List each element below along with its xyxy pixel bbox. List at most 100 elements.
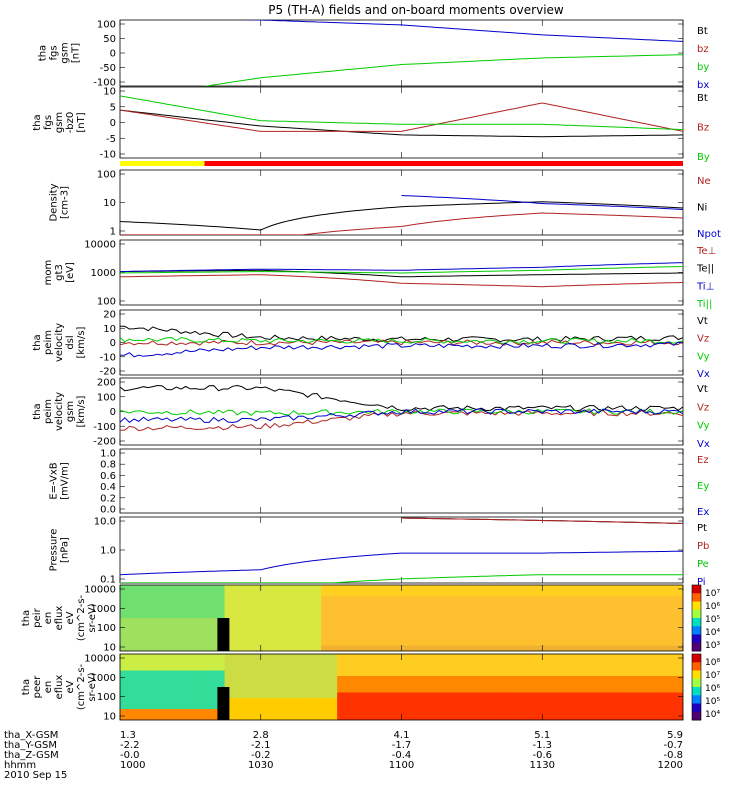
y-axis-label: tha	[21, 679, 32, 695]
legend-label: Te||	[696, 264, 714, 275]
y-axis-label: Pressure	[49, 529, 60, 572]
y-axis-label: [eV]	[65, 262, 76, 283]
y-tick-label: 100	[97, 170, 116, 181]
series-line	[120, 339, 683, 346]
colorbar-tick-label: 10⁴	[705, 628, 720, 638]
y-tick-label: 100	[97, 20, 116, 31]
colorbar: 10⁸ 10⁷ 10⁶ 10⁵ 10⁴	[691, 653, 720, 721]
panel-frame	[119, 19, 684, 87]
legend-label: Vz	[697, 334, 709, 345]
ephemeris-value: 5.1	[534, 730, 550, 741]
legend-label: Ex	[697, 507, 709, 518]
y-axis-label: eV	[65, 611, 76, 624]
ephemeris-row-label: tha_X-GSM	[4, 730, 58, 741]
ephemeris-value: 2.8	[253, 730, 269, 741]
panel-4: 10000 1000 100 mom gt3 [eV] Te⊥ Te|| Ti⊥ Ti||	[43, 240, 716, 311]
y-axis-label: tha	[32, 114, 43, 130]
y-tick-label: -20	[100, 367, 116, 378]
y-axis-label: dsl	[65, 335, 76, 349]
y-axis-label: tha	[32, 403, 43, 419]
legend-label: Pi	[697, 577, 706, 588]
y-axis-label: gsm	[54, 112, 65, 133]
legend-label: Vt	[697, 316, 708, 327]
series-line	[120, 212, 683, 235]
y-tick-label: 1.0	[100, 449, 116, 460]
y-axis-label: tha	[21, 610, 32, 626]
y-tick-label: 0	[110, 338, 116, 349]
y-tick-label: 10	[103, 87, 116, 98]
series-line	[120, 341, 683, 358]
series-line	[239, 20, 683, 42]
y-tick-label: 100	[97, 392, 116, 403]
ephemeris-value: -0.4	[392, 750, 412, 761]
y-axis-label: Density	[49, 183, 60, 221]
series-line	[120, 201, 683, 231]
legend-label: Ti⊥	[696, 281, 714, 292]
legend-label: Vy	[697, 351, 710, 362]
legend-label: Pb	[697, 541, 709, 552]
y-tick-label: 0.1	[100, 575, 116, 586]
ephemeris-value: 5.9	[667, 730, 683, 741]
y-tick-label: -100	[93, 422, 116, 433]
y-tick-label: 1000	[91, 673, 116, 684]
y-tick-label: 10000	[84, 585, 116, 596]
figure-title: P5 (TH-A) fields and on-board moments ov…	[268, 3, 564, 17]
y-axis-label: gsm	[60, 42, 71, 63]
ephemeris-row-label: tha_Y-GSM	[4, 740, 57, 751]
y-axis-label: eV	[65, 680, 76, 693]
y-tick-label: 100	[97, 297, 116, 308]
y-axis-label: [km/s]	[76, 395, 87, 427]
y-tick-label: 20	[103, 310, 116, 321]
ephemeris-footer: tha_X-GSMtha_Y-GSMtha_Z-GSMhhmm1.3-2.2-0…	[4, 730, 683, 781]
legend-label: Bt	[697, 93, 708, 104]
legend-label: Vx	[697, 439, 710, 450]
legend-label: by	[697, 62, 709, 73]
y-tick-label: 100	[97, 623, 116, 634]
y-tick-label: 1.0	[100, 546, 116, 557]
legend-label: Vz	[697, 402, 709, 413]
y-tick-label: 0.2	[100, 493, 116, 504]
ephemeris-row-label: tha_Z-GSM	[4, 750, 59, 761]
y-tick-label: -5	[106, 134, 116, 145]
y-tick-label: -200	[93, 437, 116, 448]
panel-frame	[119, 516, 684, 584]
legend-label: bx	[697, 80, 709, 91]
y-tick-label: -10	[100, 352, 116, 363]
y-tick-label: 10000	[84, 654, 116, 665]
series-line	[120, 102, 683, 132]
y-tick-label: 0	[110, 407, 116, 418]
y-axis-label: tha	[38, 45, 49, 61]
series-group	[120, 95, 683, 138]
y-tick-label: -10	[100, 150, 116, 161]
status-bar-red	[204, 161, 683, 166]
series-group	[120, 325, 683, 358]
panel-8: 10.0 1.0 0.1 Pressure [nPa] Pt Pb Pe Pi	[49, 517, 710, 589]
y-axis-label: fgs	[43, 115, 54, 130]
y-axis-label: peir	[32, 607, 43, 627]
y-axis-label: en	[43, 681, 54, 694]
y-tick-label: 1000	[91, 604, 116, 615]
series-line	[120, 266, 683, 274]
y-tick-label: 0	[110, 49, 116, 60]
ephemeris-value: 1130	[530, 760, 555, 771]
colorbar-tick-label: 10³	[705, 641, 720, 651]
ephemeris-value: -2.2	[120, 740, 140, 751]
ephemeris-value: 1200	[658, 760, 683, 771]
y-tick-label: 200	[97, 378, 116, 389]
panel-7: 1.00.80.60.40.20.0 E=-VxB [mV/m] Ez Ey Ex	[49, 449, 710, 519]
y-axis-label: peim	[43, 330, 54, 355]
colorbar-tick-label: 10⁷	[705, 589, 720, 599]
y-axis-label: velocity	[54, 392, 65, 431]
legend-label: Vt	[697, 384, 708, 395]
ephemeris-value: -1.3	[532, 740, 552, 751]
ephemeris-row-label: hhmm	[4, 760, 36, 771]
y-axis-label: [km/s]	[76, 326, 87, 358]
y-axis-label: -bz0	[65, 112, 76, 134]
series-group	[120, 384, 683, 432]
date-label: 2010 Sep 15	[4, 770, 67, 781]
legend-label: Te⊥	[696, 246, 716, 257]
ephemeris-value: 1100	[389, 760, 414, 771]
series-line	[120, 408, 683, 424]
